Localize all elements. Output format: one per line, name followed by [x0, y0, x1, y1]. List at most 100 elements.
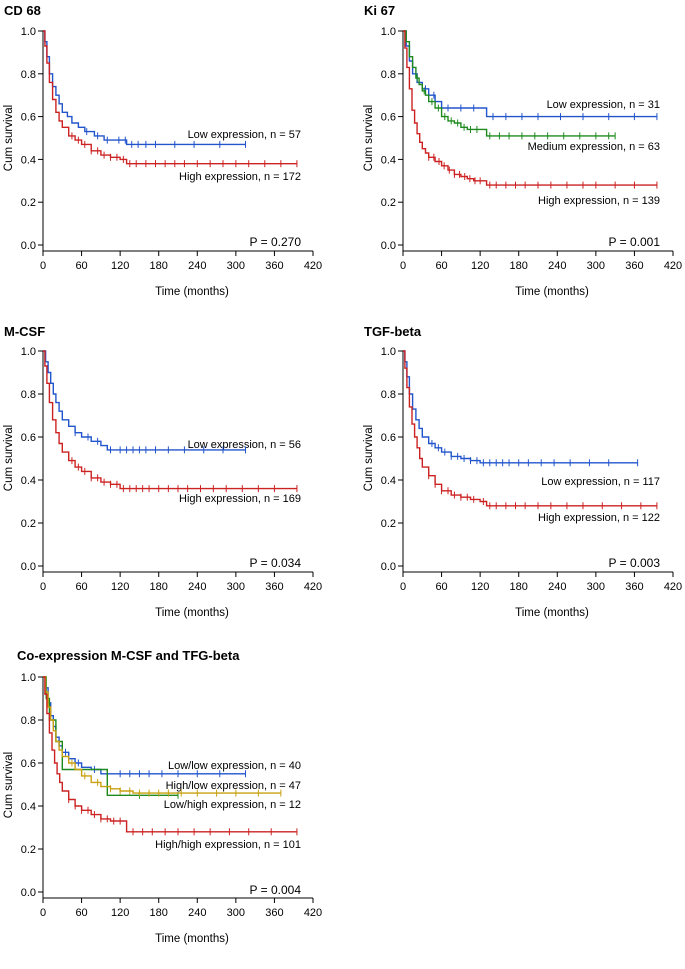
panel-title: TGF-beta	[364, 324, 422, 339]
y-tick-label: 0.8	[21, 715, 36, 727]
x-tick-label: 240	[548, 581, 566, 593]
series-label-low: Low expression, n = 56	[188, 439, 301, 451]
x-tick-label: 360	[625, 581, 643, 593]
panel-ki67: Ki 67 Cum survival Time (months) P = 0.0…	[363, 3, 682, 298]
panel-cd68: CD 68 Cum survival Time (months) P = 0.2…	[3, 3, 322, 298]
x-tick-label: 120	[471, 581, 489, 593]
x-tick-label: 120	[471, 260, 489, 272]
series-label-highhigh: High/high expression, n = 101	[155, 839, 301, 851]
p-value: P = 0.001	[609, 235, 661, 249]
panel-coexpression: Co-expression M-CSF and TFG-beta Cum sur…	[3, 648, 322, 945]
x-tick-label: 420	[304, 260, 322, 272]
y-tick-label: 1.0	[21, 26, 36, 38]
panel-title: M-CSF	[4, 324, 45, 339]
y-axis-title: Cum survival	[3, 425, 15, 491]
x-axis-title: Time (months)	[155, 607, 229, 619]
x-tick-label: 60	[435, 260, 447, 272]
y-tick-label: 0.0	[21, 887, 36, 899]
y-tick-label: 0.6	[21, 432, 36, 444]
p-value: P = 0.003	[609, 556, 661, 570]
x-tick-label: 360	[625, 260, 643, 272]
y-tick-label: 0.6	[381, 432, 396, 444]
x-tick-label: 300	[587, 581, 605, 593]
series-line	[43, 676, 178, 796]
series-label-low: Low expression, n = 57	[188, 129, 301, 141]
x-tick-label: 0	[40, 907, 46, 919]
x-tick-label: 360	[265, 907, 283, 919]
series-label-high: High expression, n = 122	[538, 512, 660, 524]
series-label-lowhigh: Low/high expression, n = 12	[164, 799, 301, 811]
y-tick-label: 0.4	[21, 154, 36, 166]
y-tick-label: 1.0	[21, 672, 36, 684]
x-tick-label: 180	[510, 260, 528, 272]
panel-title: CD 68	[4, 3, 41, 18]
x-tick-label: 60	[75, 581, 87, 593]
y-tick-label: 0.0	[381, 240, 396, 252]
x-tick-label: 120	[111, 260, 129, 272]
y-tick-label: 0.6	[21, 758, 36, 770]
x-tick-label: 120	[111, 907, 129, 919]
x-tick-label: 60	[75, 260, 87, 272]
panel-title: Ki 67	[364, 3, 395, 18]
x-tick-label: 240	[188, 907, 206, 919]
y-tick-label: 0.0	[21, 240, 36, 252]
y-tick-label: 0.8	[21, 389, 36, 401]
x-tick-label: 60	[435, 581, 447, 593]
series-line	[43, 30, 246, 146]
series-line	[43, 676, 281, 794]
panel-title: Co-expression M-CSF and TFG-beta	[17, 648, 240, 663]
series-label-medium: Medium expression, n = 63	[528, 141, 660, 153]
y-tick-label: 0.6	[21, 112, 36, 124]
y-tick-label: 0.6	[381, 112, 396, 124]
y-axis-title: Cum survival	[363, 105, 375, 171]
x-axis-title: Time (months)	[155, 933, 229, 945]
x-axis-title: Time (months)	[515, 607, 589, 619]
y-tick-label: 0.2	[21, 844, 36, 856]
y-tick-label: 0.4	[21, 801, 36, 813]
x-tick-label: 0	[40, 581, 46, 593]
series-label-highlow: High/low expression, n = 47	[166, 780, 301, 792]
y-tick-label: 0.4	[381, 475, 396, 487]
y-tick-label: 0.8	[381, 69, 396, 81]
y-tick-label: 0.8	[21, 69, 36, 81]
y-axis-title: Cum survival	[363, 425, 375, 491]
x-tick-label: 300	[227, 260, 245, 272]
x-tick-label: 0	[40, 260, 46, 272]
p-value: P = 0.034	[250, 556, 302, 570]
x-tick-label: 360	[265, 260, 283, 272]
series-line	[43, 350, 246, 451]
y-tick-label: 0.2	[21, 197, 36, 209]
panel-mcsf: M-CSF Cum survival Time (months) P = 0.0…	[3, 324, 322, 619]
x-tick-label: 240	[188, 260, 206, 272]
y-tick-label: 0.2	[381, 197, 396, 209]
y-tick-label: 1.0	[381, 26, 396, 38]
y-axis-title: Cum survival	[3, 752, 15, 818]
y-tick-label: 1.0	[381, 346, 396, 358]
p-value: P = 0.004	[250, 883, 302, 897]
x-tick-label: 360	[265, 581, 283, 593]
y-tick-label: 0.4	[381, 154, 396, 166]
y-tick-label: 0.2	[381, 518, 396, 530]
series-line	[43, 676, 297, 833]
x-tick-label: 300	[587, 260, 605, 272]
series-label-low: Low expression, n = 31	[547, 99, 660, 111]
x-tick-label: 180	[150, 581, 168, 593]
y-tick-label: 0.8	[381, 389, 396, 401]
x-tick-label: 300	[227, 581, 245, 593]
x-tick-label: 240	[188, 581, 206, 593]
x-tick-label: 120	[111, 581, 129, 593]
y-tick-label: 0.2	[21, 518, 36, 530]
x-tick-label: 180	[150, 907, 168, 919]
panel-tgfbeta: TGF-beta Cum survival Time (months) P = …	[363, 324, 682, 619]
x-axis-title: Time (months)	[515, 286, 589, 298]
series-label-high: High expression, n = 139	[538, 195, 660, 207]
x-tick-label: 180	[150, 260, 168, 272]
y-tick-label: 1.0	[21, 346, 36, 358]
series-line	[43, 350, 297, 490]
x-axis-title: Time (months)	[155, 286, 229, 298]
x-tick-label: 0	[400, 260, 406, 272]
series-line	[43, 30, 297, 165]
x-tick-label: 300	[227, 907, 245, 919]
series-label-low: Low expression, n = 117	[541, 476, 660, 488]
